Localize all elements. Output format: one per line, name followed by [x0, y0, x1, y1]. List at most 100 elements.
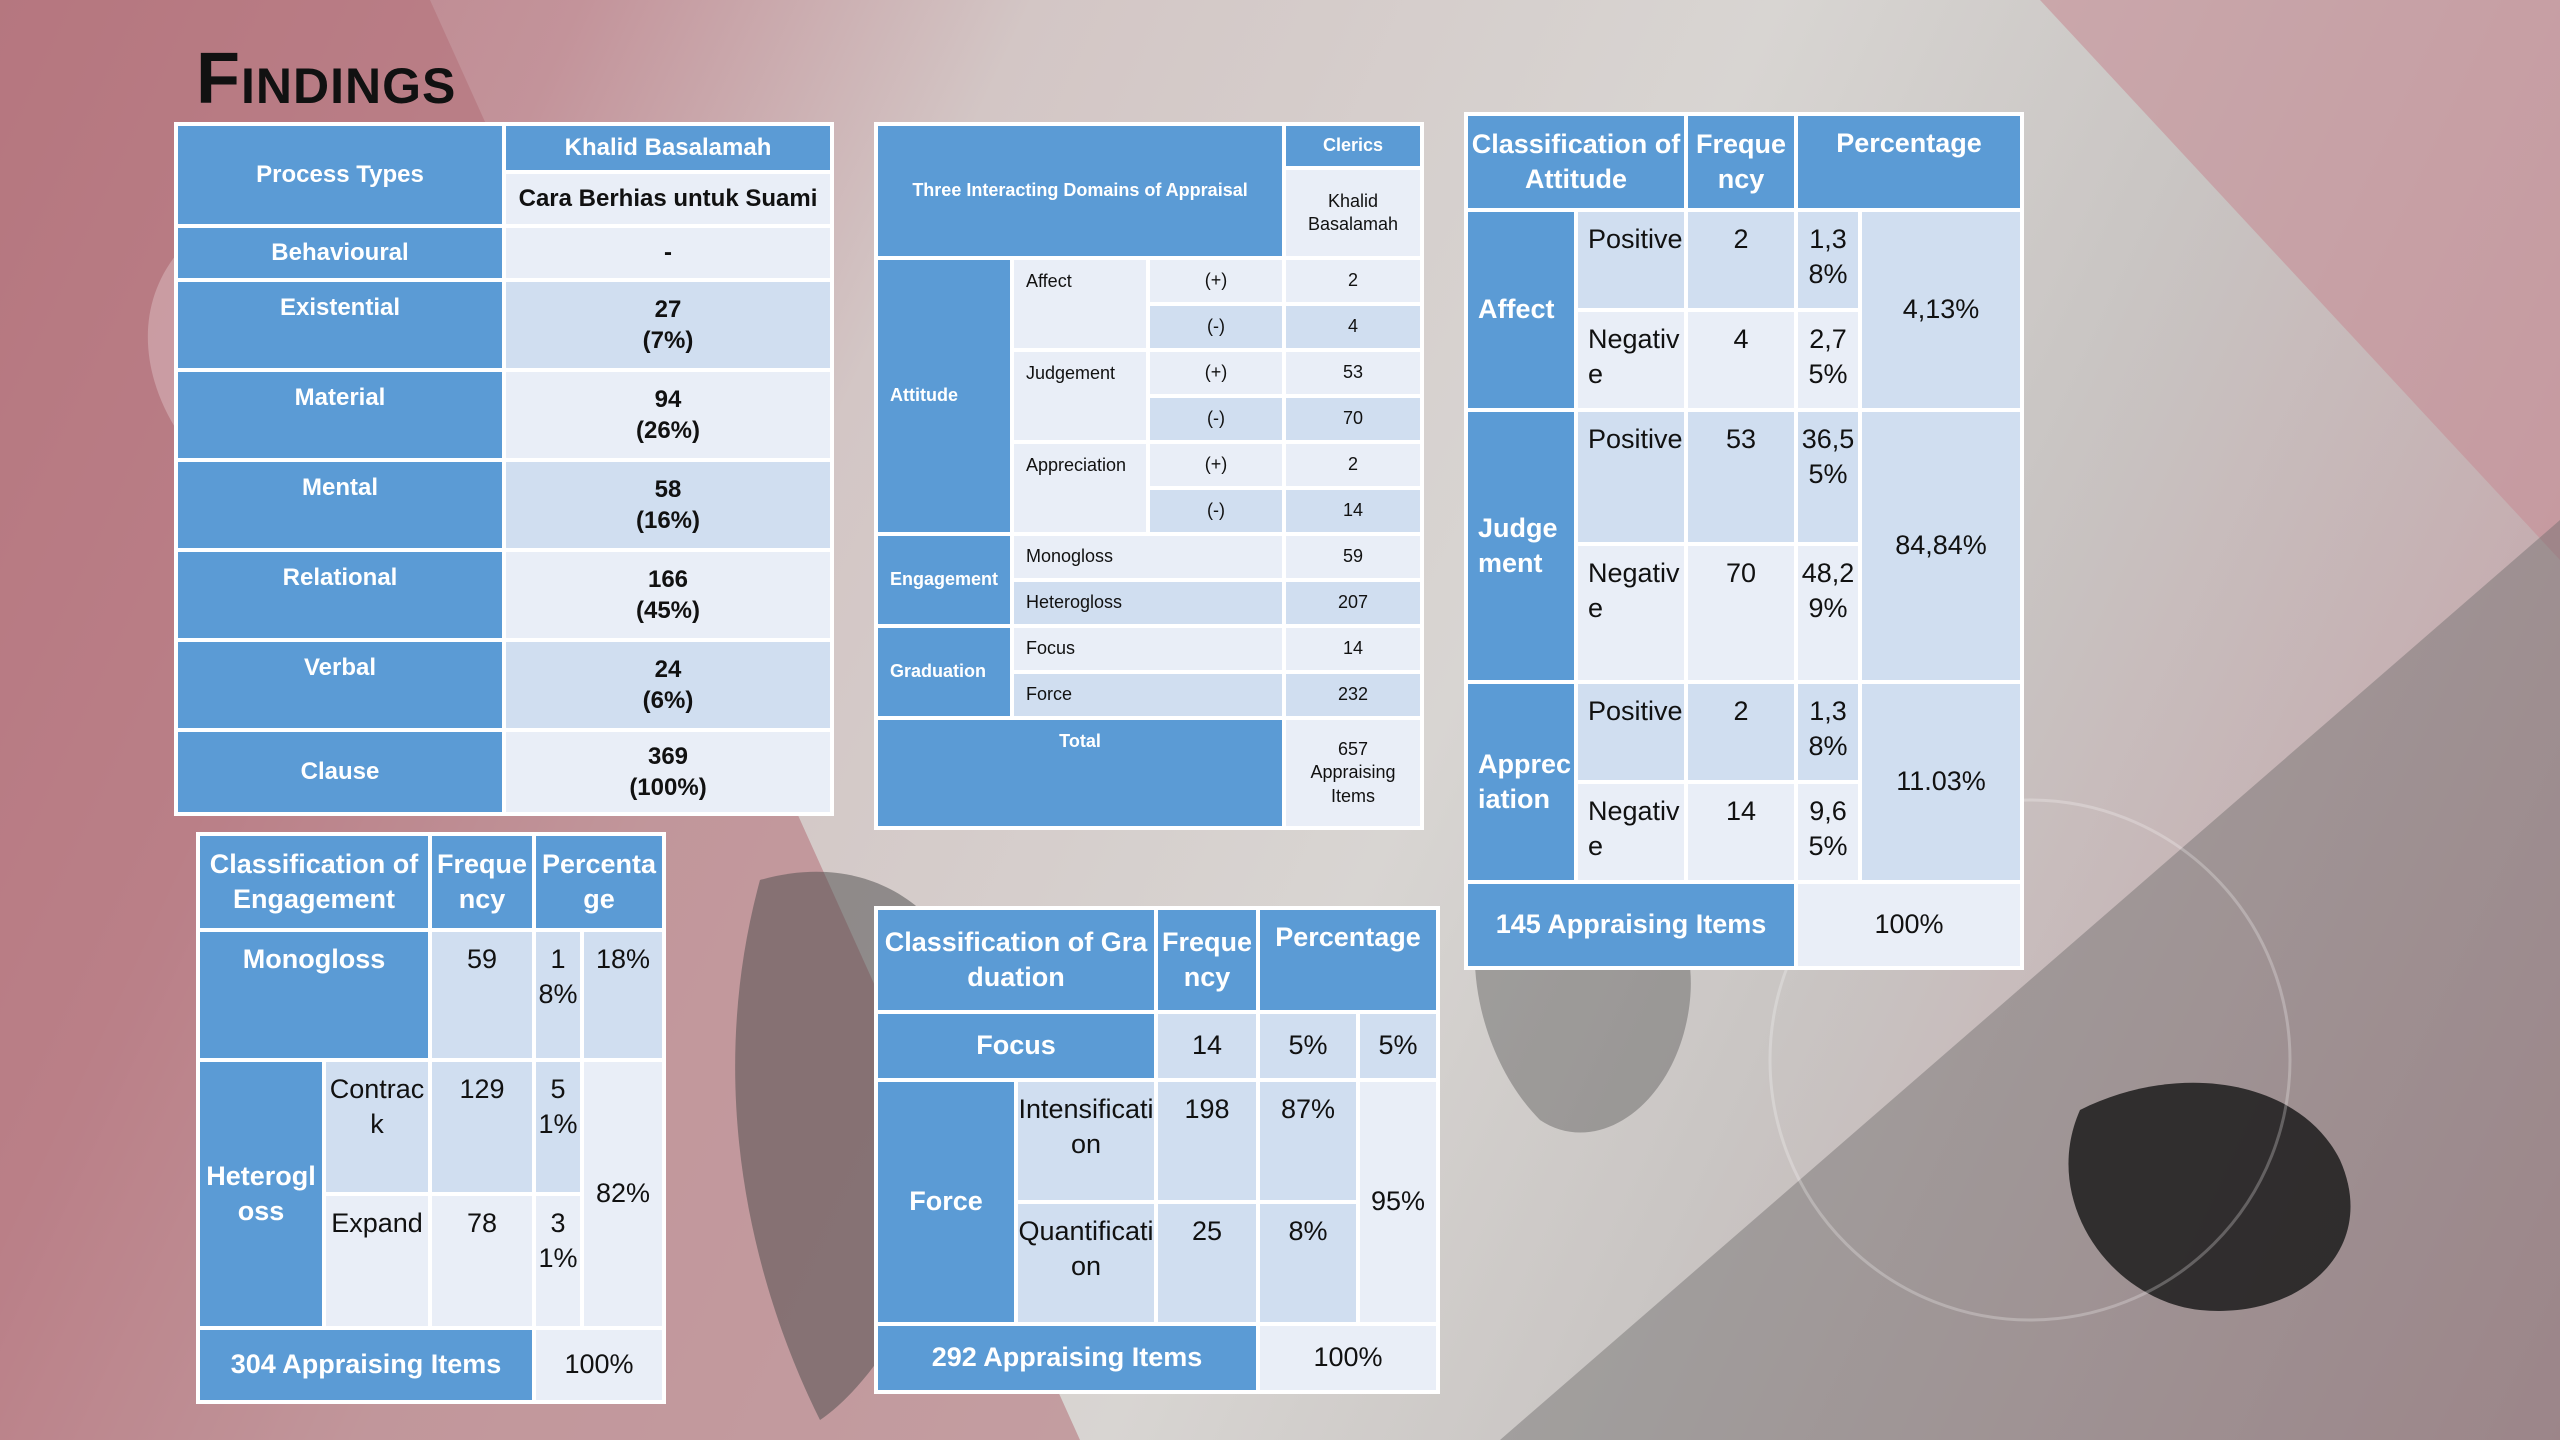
frequency-cell: 2	[1684, 680, 1799, 784]
positive-label: Positive	[1573, 408, 1689, 546]
group-percentage: 5%	[1356, 1010, 1441, 1082]
frequency-cell: 129	[428, 1058, 537, 1196]
focus-label: Focus	[873, 1010, 1159, 1082]
heterogloss-label: Heterogloss	[1009, 578, 1287, 628]
percentage-cell: 36,55%	[1794, 408, 1863, 546]
group-percentage: 82%	[580, 1058, 667, 1330]
process-type-cell: Clause	[174, 728, 506, 816]
footer-percentage: 100%	[1256, 1322, 1441, 1394]
percentage-cell: 9,65%	[1794, 780, 1863, 884]
attitude-header: Classification of Attitude	[1463, 112, 1689, 212]
appreciation-label: Appreciation	[1010, 440, 1150, 536]
polarity-cell: (+)	[1145, 348, 1287, 398]
group-percentage: 11.03%	[1858, 680, 2025, 884]
percentage-cell: 1,38%	[1794, 680, 1863, 784]
judgement-label: Judgement	[1464, 408, 1578, 684]
frequency-cell: 4	[1684, 308, 1799, 412]
expand-label: Expand	[321, 1192, 433, 1330]
process-value: 58	[654, 475, 682, 503]
engagement-header: Classification of Engagement	[195, 832, 433, 932]
process-value-cell: -	[502, 224, 834, 282]
percentage-cell: 5%	[1256, 1010, 1361, 1082]
quantification-label: Quantification	[1013, 1200, 1159, 1326]
total-value: Items	[1331, 785, 1376, 806]
percentage-cell: 18%	[532, 928, 585, 1062]
graduation-label: Graduation	[874, 624, 1014, 720]
speaker-line: Basalamah	[1308, 214, 1399, 234]
appreciation-label: Appreciation	[1464, 680, 1578, 884]
positive-label: Positive	[1573, 208, 1689, 312]
total-label: Total	[873, 716, 1287, 830]
group-percentage: 95%	[1356, 1078, 1441, 1326]
process-type-cell: Relational	[174, 548, 506, 642]
value-cell: 207	[1282, 578, 1425, 628]
appraisal-domains-table: Three Interacting Domains of Appraisal C…	[873, 122, 1425, 830]
percentage-cell: 2,75%	[1794, 308, 1863, 412]
speaker-header: Khalid Basalamah	[502, 122, 834, 174]
polarity-cell: (-)	[1145, 486, 1287, 536]
process-type-cell: Verbal	[174, 638, 506, 732]
monogloss-label: Monogloss	[1009, 532, 1287, 582]
negative-label: Negative	[1573, 308, 1689, 412]
polarity-cell: (+)	[1145, 440, 1287, 490]
monogloss-label: Monogloss	[195, 928, 433, 1062]
process-value: 369	[647, 742, 689, 770]
group-percentage: 4,13%	[1858, 208, 2025, 412]
process-type-cell: Behavioural	[174, 224, 506, 282]
force-label: Force	[1009, 670, 1287, 720]
footer-percentage: 100%	[1794, 880, 2025, 970]
footer-label: 145 Appraising Items	[1463, 880, 1799, 970]
value-cell: 2	[1282, 440, 1425, 490]
value-cell: 70	[1282, 394, 1425, 444]
frequency-cell: 59	[428, 928, 537, 1062]
polarity-cell: (+)	[1145, 256, 1287, 306]
speaker-line: Khalid	[1328, 190, 1379, 211]
value-cell: 14	[1282, 486, 1425, 536]
group-percentage: 84,84%	[1858, 408, 2025, 684]
polarity-cell: (-)	[1145, 302, 1287, 352]
total-value: 657	[1338, 738, 1369, 759]
frequency-cell: 78	[428, 1192, 537, 1330]
attitude-label: Attitude	[874, 256, 1014, 536]
process-value: 24	[654, 655, 682, 683]
process-type-cell: Material	[174, 368, 506, 462]
clerics-header: Clerics	[1282, 122, 1425, 170]
process-percent: (6%)	[642, 687, 694, 714]
frequency-cell: 198	[1154, 1078, 1261, 1204]
negative-label: Negative	[1573, 780, 1689, 884]
value-cell: 2	[1282, 256, 1425, 306]
intensification-label: Intensification	[1013, 1078, 1159, 1204]
process-percent: (7%)	[642, 327, 694, 354]
process-percent: (45%)	[635, 597, 701, 624]
frequency-cell: 14	[1684, 780, 1799, 884]
graduation-header: Classification of Graduation	[873, 906, 1159, 1014]
percentage-header: Percentage	[532, 832, 667, 932]
engagement-classification-table: Classification of Engagement Frequency P…	[195, 832, 667, 1404]
force-label: Force	[874, 1078, 1018, 1326]
frequency-cell: 14	[1154, 1010, 1261, 1082]
judgement-label: Judgement	[1010, 348, 1150, 444]
frequency-cell: 2	[1684, 208, 1799, 312]
process-types-header: Process Types	[174, 122, 506, 228]
engagement-label: Engagement	[874, 532, 1014, 628]
frequency-cell: 53	[1684, 408, 1799, 546]
heterogloss-label: Heterogloss	[196, 1058, 326, 1330]
footer-percentage: 100%	[532, 1326, 667, 1404]
frequency-cell: 25	[1154, 1200, 1261, 1326]
process-types-table: Process Types Khalid Basalamah Cara Berh…	[174, 122, 834, 816]
total-value: Appraising	[1310, 762, 1396, 783]
affect-label: Affect	[1010, 256, 1150, 352]
percentage-cell: 87%	[1256, 1078, 1361, 1204]
frequency-header: Frequency	[1684, 112, 1799, 212]
footer-label: 292 Appraising Items	[873, 1322, 1261, 1394]
attitude-classification-table: Classification of Attitude Frequency Per…	[1463, 112, 2025, 970]
value-cell: 14	[1282, 624, 1425, 674]
percentage-cell: 31%	[532, 1192, 585, 1330]
focus-label: Focus	[1009, 624, 1287, 674]
value-cell: 53	[1282, 348, 1425, 398]
footer-label: 304 Appraising Items	[195, 1326, 537, 1404]
percentage-cell: 48,29%	[1794, 542, 1863, 684]
process-percent: (100%)	[629, 774, 707, 801]
polarity-cell: (-)	[1145, 394, 1287, 444]
percentage-header: Percentage	[1256, 906, 1441, 1014]
